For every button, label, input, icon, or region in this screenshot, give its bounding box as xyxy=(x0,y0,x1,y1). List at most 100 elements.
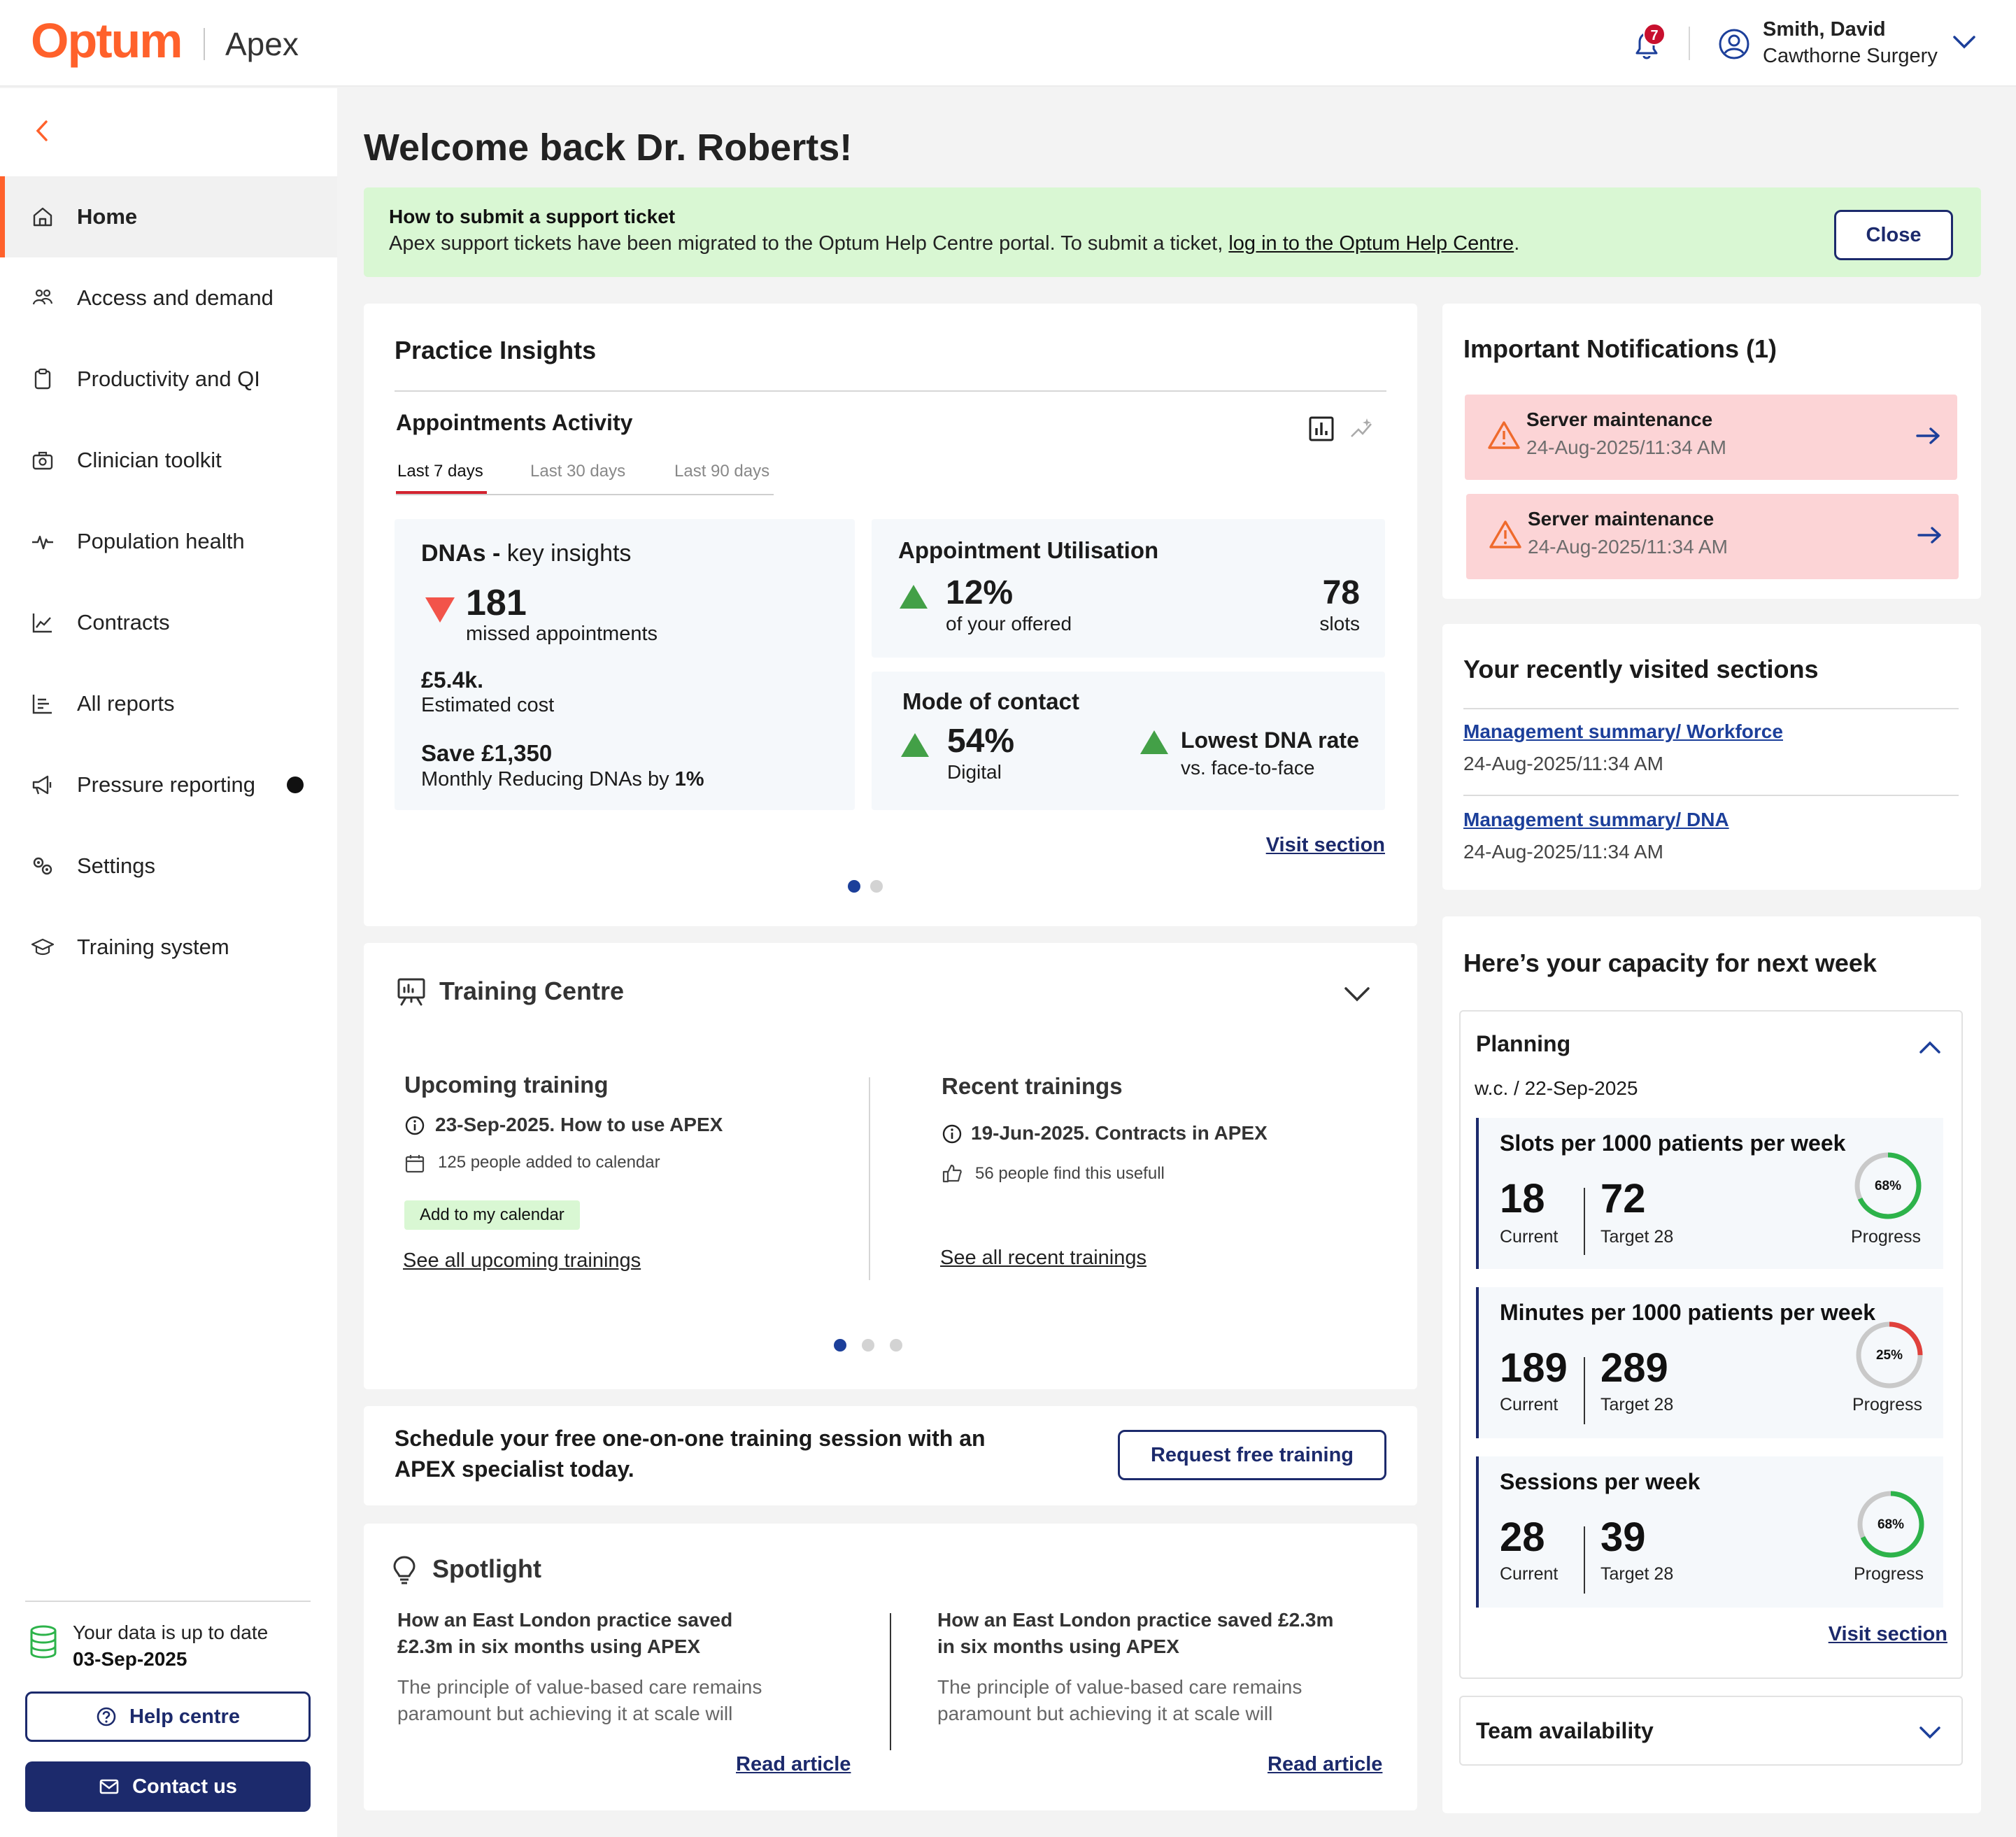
chevron-left-icon[interactable] xyxy=(34,119,50,143)
add-to-calendar-button[interactable]: Add to my calendar xyxy=(404,1200,580,1230)
active-tab-indicator xyxy=(396,491,487,494)
sidebar-item-clinician-toolkit[interactable]: Clinician toolkit xyxy=(0,420,337,501)
product-name: Apex xyxy=(225,26,299,62)
recent-section-link[interactable]: Management summary/ Workforce xyxy=(1463,721,1783,742)
capacity-title: Here’s your capacity for next week xyxy=(1463,949,1877,977)
presentation-board-icon xyxy=(397,978,425,1006)
notification-item[interactable]: Server maintenance 24-Aug-2025/11:34 AM xyxy=(1465,395,1957,480)
sidebar-item-label: All reports xyxy=(77,691,175,716)
article-title-line-2[interactable]: in six months using APEX xyxy=(937,1636,1179,1657)
carousel-dot-1[interactable] xyxy=(848,880,860,893)
recent-trainings-title: Recent trainings xyxy=(942,1073,1123,1099)
sidebar-item-pressure-reporting[interactable]: Pressure reporting xyxy=(0,744,337,825)
notification-item[interactable]: Server maintenance 24-Aug-2025/11:34 AM xyxy=(1466,494,1959,579)
sidebar-item-settings[interactable]: Settings xyxy=(0,825,337,907)
recent-section-link[interactable]: Management summary/ DNA xyxy=(1463,809,1729,830)
banner-text: Apex support tickets have been migrated … xyxy=(389,232,1229,255)
article-title-line-2[interactable]: £2.3m in six months using APEX xyxy=(397,1636,701,1657)
contact-us-button[interactable]: Contact us xyxy=(25,1761,311,1812)
article-body-line-1: The principle of value-based care remain… xyxy=(397,1676,762,1698)
metric-name: Minutes per 1000 patients per week xyxy=(1500,1300,1876,1325)
tab-last-90-days[interactable]: Last 90 days xyxy=(674,462,770,481)
article-body-line-2: paramount but achieving it at scale will xyxy=(397,1703,733,1724)
arrow-right-icon[interactable] xyxy=(1917,525,1943,546)
card-divider xyxy=(1463,708,1959,709)
help-centre-link[interactable]: log in to the Optum Help Centre xyxy=(1228,232,1514,255)
sidebar-item-home[interactable]: Home xyxy=(0,176,337,257)
slots-label: slots xyxy=(1319,613,1360,634)
article-title-line-1[interactable]: How an East London practice saved £2.3m xyxy=(937,1609,1334,1631)
sidebar: Home Access and demand Productivity and … xyxy=(0,88,337,1837)
help-centre-button[interactable]: Help centre xyxy=(25,1691,311,1742)
metric-minutes-per-1000: Minutes per 1000 patients per week 189 C… xyxy=(1476,1287,1943,1438)
banner-title: How to submit a support ticket xyxy=(389,206,676,227)
sidebar-item-label: Training system xyxy=(77,935,229,959)
team-availability-title: Team availability xyxy=(1476,1718,1654,1743)
carousel-dot-3[interactable] xyxy=(890,1339,902,1352)
people-icon xyxy=(32,289,53,305)
carousel-dot-1[interactable] xyxy=(834,1339,846,1352)
dna-value: 181 xyxy=(466,583,527,623)
progress-label: Progress xyxy=(1854,1564,1924,1584)
chevron-down-icon[interactable] xyxy=(1918,1725,1942,1740)
digital-label: Digital xyxy=(947,761,1002,783)
arrow-right-icon[interactable] xyxy=(1915,425,1942,446)
sidebar-item-training-system[interactable]: Training system xyxy=(0,907,337,988)
digital-value: 54% xyxy=(947,723,1015,760)
sidebar-item-productivity-and-qi[interactable]: Productivity and QI xyxy=(0,339,337,420)
sidebar-item-label: Population health xyxy=(77,529,245,553)
tab-last-7-days[interactable]: Last 7 days xyxy=(397,462,483,481)
schedule-line-1: Schedule your free one-on-one training s… xyxy=(395,1426,986,1451)
utilisation-value-label: of your offered xyxy=(946,613,1072,634)
user-name[interactable]: Smith, David xyxy=(1763,18,1886,41)
recent-section-date: 24-Aug-2025/11:34 AM xyxy=(1463,753,1663,774)
question-circle-icon xyxy=(97,1707,116,1726)
sidebar-item-label: Productivity and QI xyxy=(77,367,260,391)
article-title-line-1[interactable]: How an East London practice saved xyxy=(397,1609,733,1631)
chevron-down-icon[interactable] xyxy=(1343,985,1371,1003)
optum-logo[interactable]: Optum xyxy=(31,13,183,68)
sidebar-item-population-health[interactable]: Population health xyxy=(0,501,337,582)
recent-section-date: 24-Aug-2025/11:34 AM xyxy=(1463,841,1663,863)
utilisation-title: Appointment Utilisation xyxy=(898,537,1159,563)
tab-last-30-days[interactable]: Last 30 days xyxy=(530,462,626,481)
request-free-training-button[interactable]: Request free training xyxy=(1118,1430,1386,1480)
calendar-icon xyxy=(405,1155,425,1173)
recent-training-item[interactable]: 19-Jun-2025. Contracts in APEX xyxy=(971,1122,1268,1144)
chevron-up-icon[interactable] xyxy=(1918,1040,1942,1055)
close-banner-button[interactable]: Close xyxy=(1834,210,1953,260)
team-availability-panel[interactable]: Team availability xyxy=(1459,1696,1963,1766)
see-upcoming-trainings-link[interactable]: See all upcoming trainings xyxy=(403,1249,641,1272)
recently-visited-title: Your recently visited sections xyxy=(1463,655,1819,683)
sparkle-trend-icon[interactable] xyxy=(1349,416,1375,442)
planning-panel: Planning w.c. / 22-Sep-2025 Slots per 10… xyxy=(1459,1010,1963,1679)
sidebar-item-contracts[interactable]: Contracts xyxy=(0,582,337,663)
metric-current-value: 189 xyxy=(1500,1345,1568,1391)
read-article-link[interactable]: Read article xyxy=(1268,1753,1383,1775)
alert-indicator-dot xyxy=(287,776,304,793)
logo-divider xyxy=(204,28,205,60)
carousel-dot-2[interactable] xyxy=(870,880,883,893)
medical-bag-icon xyxy=(32,451,53,470)
carousel-dot-2[interactable] xyxy=(862,1339,874,1352)
column-divider xyxy=(890,1613,891,1750)
visit-section-link[interactable]: Visit section xyxy=(1265,834,1385,856)
bar-chart-icon[interactable] xyxy=(1308,416,1335,442)
notification-title: Server maintenance xyxy=(1526,409,1713,430)
read-article-link[interactable]: Read article xyxy=(736,1753,851,1775)
appointments-activity-title: Appointments Activity xyxy=(396,410,633,435)
chevron-down-icon[interactable] xyxy=(1952,34,1977,50)
sidebar-item-access-and-demand[interactable]: Access and demand xyxy=(0,257,337,339)
visit-section-link[interactable]: Visit section xyxy=(1828,1623,1947,1645)
upcoming-training-item[interactable]: 23-Sep-2025. How to use APEX xyxy=(435,1114,723,1135)
column-divider xyxy=(869,1077,870,1280)
estimated-cost-value: £5.4k. xyxy=(421,667,483,693)
metric-current-label: Current xyxy=(1500,1227,1559,1247)
training-centre-card: Training Centre Upcoming training 23-Sep… xyxy=(364,943,1417,1389)
upcoming-training-title: Upcoming training xyxy=(404,1072,609,1098)
sidebar-item-all-reports[interactable]: All reports xyxy=(0,663,337,744)
see-recent-trainings-link[interactable]: See all recent trainings xyxy=(940,1247,1147,1269)
schedule-training-card: Schedule your free one-on-one training s… xyxy=(364,1406,1417,1505)
progress-percent: 25% xyxy=(1876,1348,1903,1363)
user-avatar-icon[interactable] xyxy=(1718,28,1750,60)
